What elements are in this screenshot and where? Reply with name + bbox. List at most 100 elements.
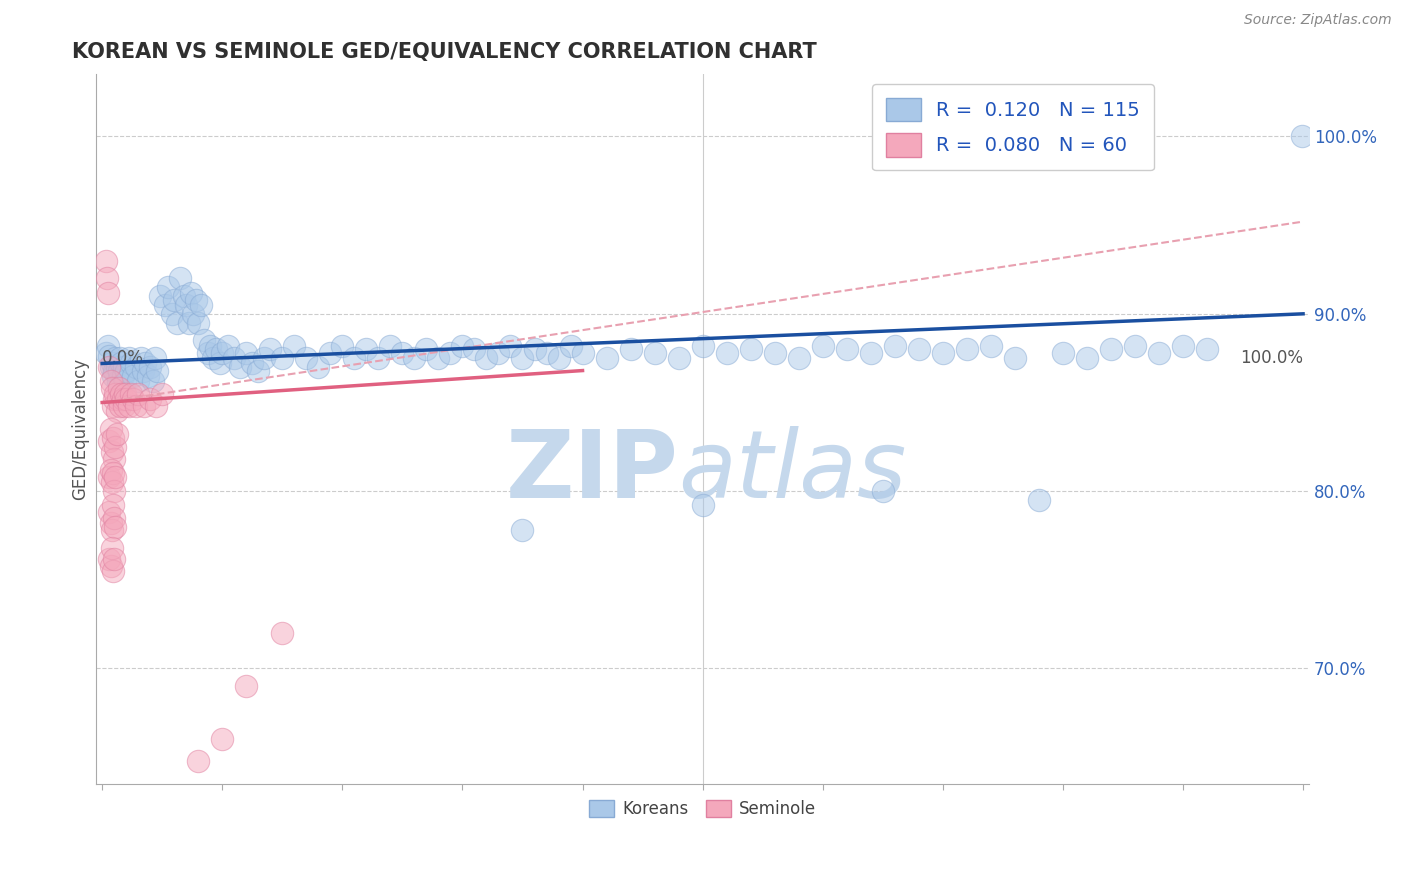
Point bbox=[208, 356, 231, 370]
Point bbox=[190, 298, 212, 312]
Point bbox=[211, 346, 233, 360]
Point bbox=[101, 445, 124, 459]
Point bbox=[271, 351, 294, 366]
Point bbox=[907, 343, 929, 357]
Point bbox=[356, 343, 378, 357]
Point bbox=[110, 386, 132, 401]
Point bbox=[169, 271, 191, 285]
Point bbox=[100, 374, 122, 388]
Point bbox=[932, 346, 955, 360]
Point bbox=[163, 293, 186, 307]
Point bbox=[104, 351, 127, 366]
Point bbox=[101, 541, 124, 555]
Point bbox=[105, 427, 128, 442]
Point bbox=[122, 368, 145, 383]
Point bbox=[235, 679, 257, 693]
Point bbox=[332, 339, 354, 353]
Point bbox=[139, 392, 162, 406]
Point bbox=[143, 351, 166, 366]
Point bbox=[100, 558, 122, 573]
Point bbox=[98, 434, 121, 449]
Point bbox=[415, 343, 437, 357]
Point bbox=[177, 316, 200, 330]
Point bbox=[217, 339, 239, 353]
Point bbox=[197, 346, 219, 360]
Point bbox=[142, 374, 165, 388]
Point bbox=[883, 339, 905, 353]
Point bbox=[112, 359, 135, 374]
Point bbox=[136, 368, 159, 383]
Point bbox=[101, 368, 124, 383]
Point bbox=[157, 280, 180, 294]
Point bbox=[153, 298, 176, 312]
Point bbox=[101, 475, 124, 490]
Point bbox=[404, 351, 426, 366]
Point bbox=[100, 359, 122, 374]
Point bbox=[211, 732, 233, 747]
Point bbox=[644, 346, 666, 360]
Point bbox=[120, 386, 142, 401]
Point bbox=[835, 343, 858, 357]
Point bbox=[253, 351, 276, 366]
Point bbox=[571, 346, 593, 360]
Point bbox=[101, 356, 124, 370]
Point bbox=[115, 363, 138, 377]
Point bbox=[184, 293, 207, 307]
Point bbox=[125, 359, 148, 374]
Point bbox=[129, 351, 152, 366]
Point bbox=[1195, 343, 1218, 357]
Point bbox=[107, 392, 129, 406]
Point bbox=[127, 386, 149, 401]
Point bbox=[114, 386, 136, 401]
Point bbox=[523, 343, 546, 357]
Point bbox=[205, 343, 228, 357]
Point bbox=[391, 346, 413, 360]
Y-axis label: GED/Equivalency: GED/Equivalency bbox=[72, 358, 89, 500]
Point bbox=[180, 285, 202, 300]
Point bbox=[367, 351, 389, 366]
Point bbox=[103, 452, 125, 467]
Point bbox=[763, 346, 786, 360]
Point bbox=[259, 343, 281, 357]
Point bbox=[512, 523, 534, 537]
Text: 0.0%: 0.0% bbox=[103, 349, 143, 367]
Point bbox=[173, 289, 195, 303]
Point bbox=[112, 399, 135, 413]
Point bbox=[101, 431, 124, 445]
Point bbox=[94, 346, 117, 360]
Point bbox=[104, 519, 127, 533]
Point bbox=[295, 351, 318, 366]
Point bbox=[103, 363, 125, 377]
Point bbox=[104, 440, 127, 454]
Point bbox=[108, 363, 131, 377]
Point bbox=[1123, 339, 1146, 353]
Point bbox=[145, 399, 167, 413]
Point bbox=[111, 368, 134, 383]
Point bbox=[619, 343, 641, 357]
Point bbox=[183, 307, 205, 321]
Point bbox=[166, 316, 188, 330]
Point bbox=[108, 381, 131, 395]
Point bbox=[134, 356, 156, 370]
Point bbox=[108, 399, 131, 413]
Point bbox=[1052, 346, 1074, 360]
Point bbox=[512, 351, 534, 366]
Text: 100.0%: 100.0% bbox=[1240, 349, 1303, 367]
Point bbox=[240, 356, 263, 370]
Point bbox=[117, 351, 139, 366]
Point bbox=[146, 363, 169, 377]
Point bbox=[94, 253, 117, 268]
Point bbox=[96, 271, 118, 285]
Point bbox=[103, 510, 125, 524]
Point bbox=[187, 754, 209, 768]
Point bbox=[547, 351, 569, 366]
Point bbox=[97, 285, 120, 300]
Point bbox=[224, 351, 246, 366]
Point bbox=[125, 399, 148, 413]
Text: KOREAN VS SEMINOLE GED/EQUIVALENCY CORRELATION CHART: KOREAN VS SEMINOLE GED/EQUIVALENCY CORRE… bbox=[72, 42, 817, 62]
Point bbox=[100, 463, 122, 477]
Point bbox=[104, 470, 127, 484]
Point bbox=[103, 392, 125, 406]
Point bbox=[187, 316, 209, 330]
Point bbox=[108, 351, 131, 366]
